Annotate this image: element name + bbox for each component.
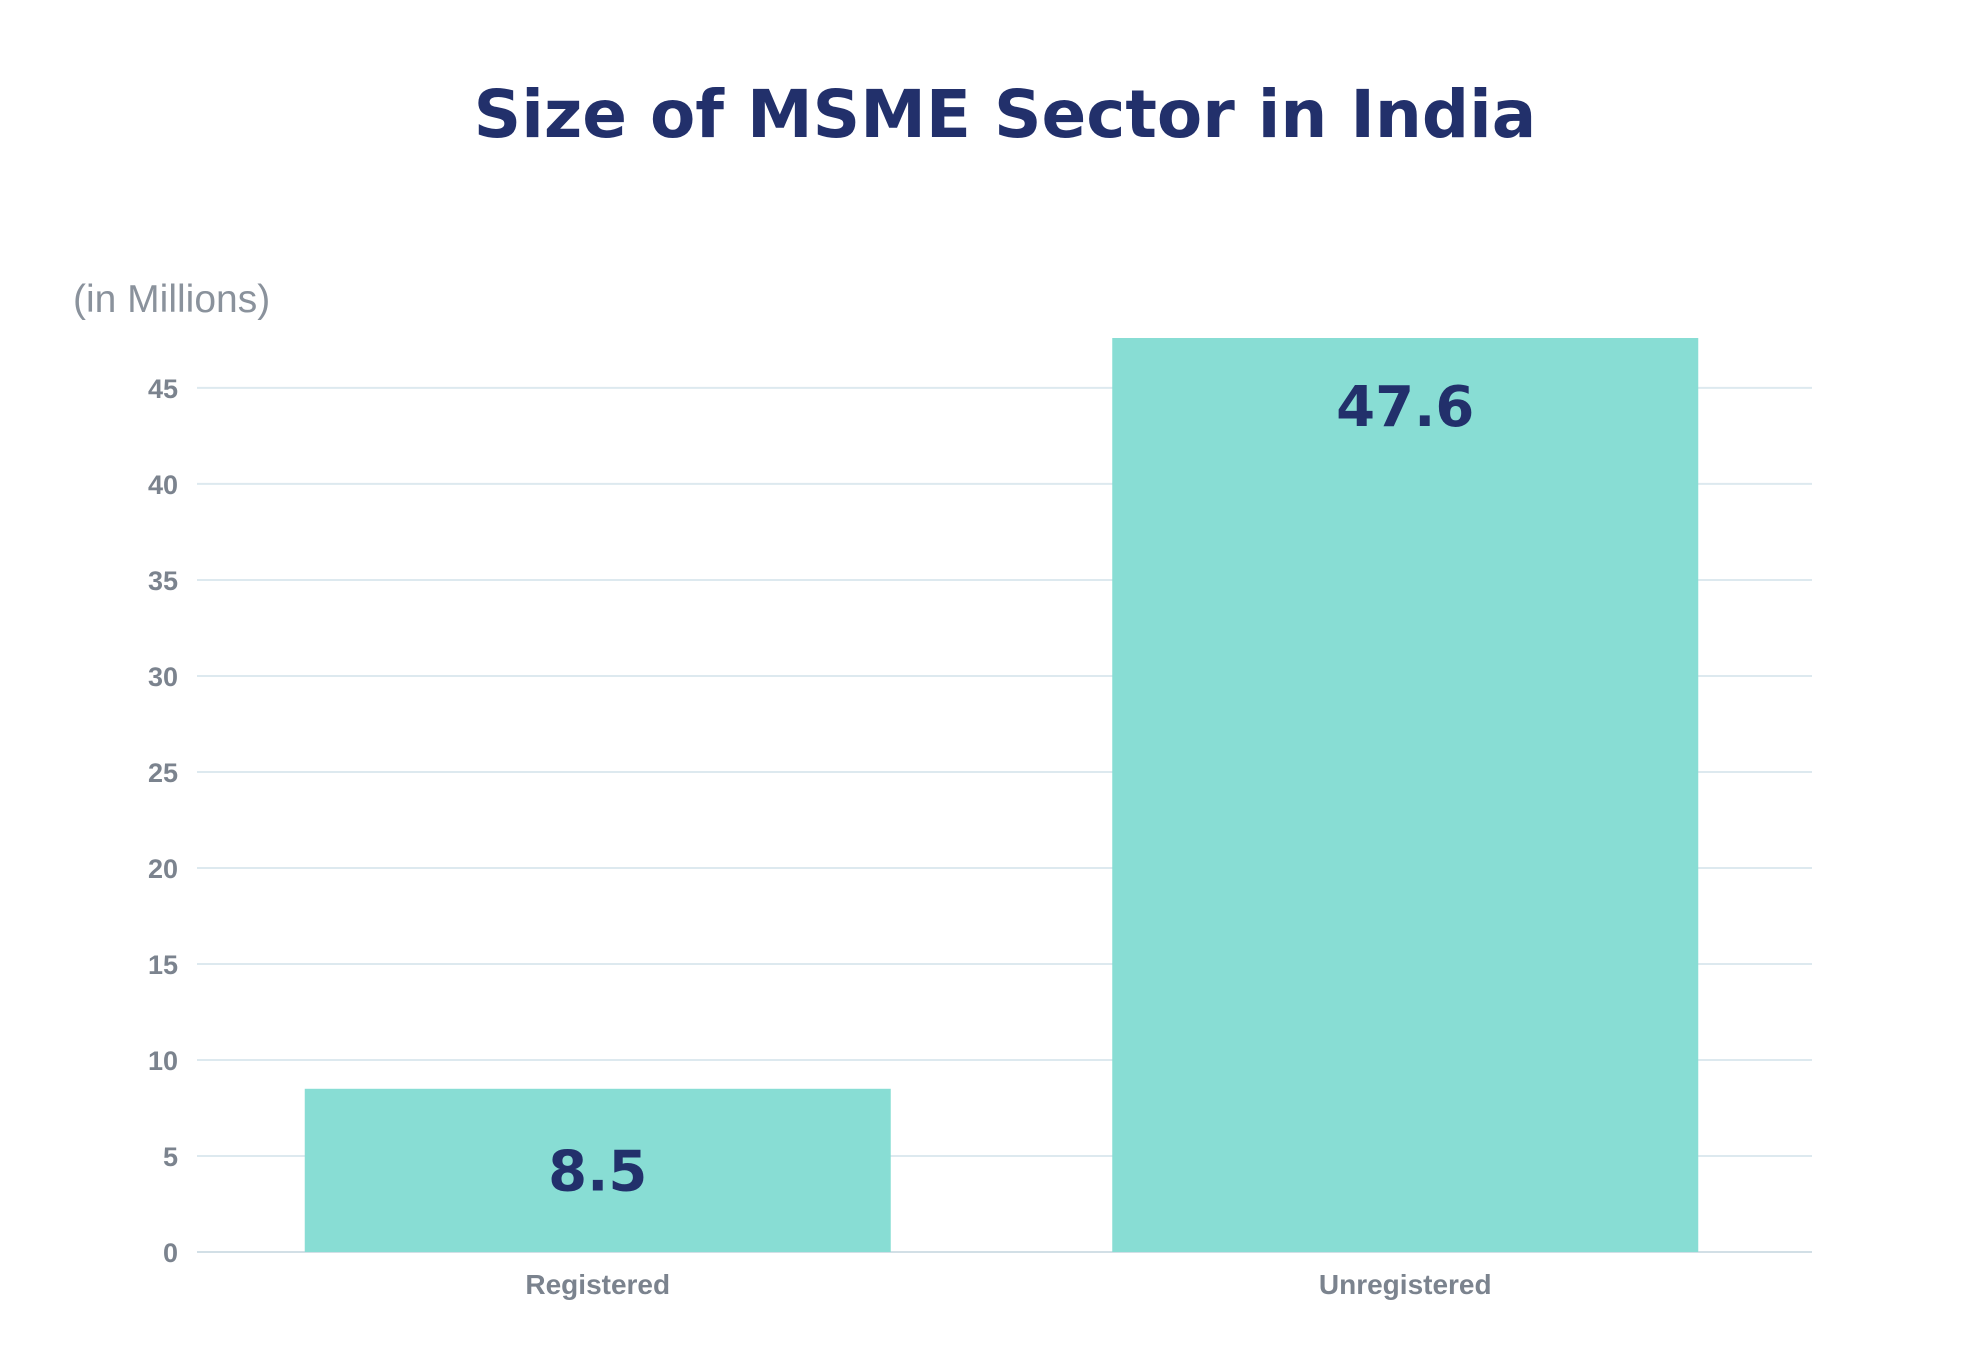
y-tick-label: 30 — [148, 662, 178, 692]
y-axis-ticks: 0 5 10 15 20 25 30 35 40 45 — [148, 374, 178, 1268]
bar-value-label: 8.5 — [548, 1139, 647, 1204]
y-axis-unit-label: (in Millions) — [73, 278, 270, 321]
x-category-label: Registered — [525, 1269, 670, 1300]
y-tick-label: 45 — [148, 374, 178, 404]
x-axis-labels: Registered Unregistered — [525, 1269, 1491, 1300]
bar-unregistered — [1112, 338, 1699, 1252]
y-tick-label: 0 — [163, 1238, 178, 1268]
chart-title: Size of MSME Sector in India — [474, 76, 1537, 153]
value-labels: 8.5 47.6 — [548, 375, 1474, 1204]
y-tick-label: 20 — [148, 854, 178, 884]
y-tick-label: 40 — [148, 470, 178, 500]
x-category-label: Unregistered — [1319, 1269, 1492, 1300]
y-tick-label: 25 — [148, 758, 178, 788]
y-tick-label: 5 — [163, 1142, 178, 1172]
bar-value-label: 47.6 — [1336, 375, 1474, 440]
bar-registered — [304, 1088, 891, 1252]
bars — [304, 338, 1699, 1252]
y-tick-label: 35 — [148, 566, 178, 596]
y-tick-label: 10 — [148, 1046, 178, 1076]
y-tick-label: 15 — [148, 950, 178, 980]
